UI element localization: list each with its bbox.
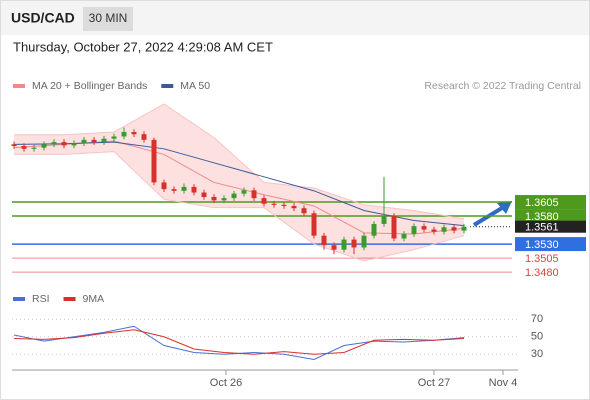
candle-body bbox=[191, 186, 197, 193]
symbol: USD/CAD bbox=[11, 10, 75, 26]
candle-body bbox=[51, 142, 57, 145]
indicator-line bbox=[13, 329, 465, 355]
x-tick-label: Oct 27 bbox=[418, 377, 450, 389]
candle-body bbox=[281, 204, 287, 206]
level-label: 1.3580 bbox=[525, 211, 559, 223]
candle-body bbox=[361, 235, 367, 248]
legend-swatch bbox=[13, 84, 25, 88]
candle-body bbox=[441, 227, 447, 232]
legend-label: MA 50 bbox=[180, 80, 210, 92]
candle-body bbox=[201, 192, 207, 198]
candle-body bbox=[121, 131, 127, 137]
candle-body bbox=[311, 213, 317, 236]
candle-body bbox=[161, 182, 167, 190]
candle-body bbox=[81, 139, 87, 144]
x-tick-label: Oct 26 bbox=[210, 377, 242, 389]
timeframe[interactable]: 30 MIN bbox=[89, 11, 128, 25]
candle-body bbox=[431, 229, 437, 232]
y-tick-label: 70 bbox=[531, 313, 543, 325]
candle-body bbox=[451, 227, 457, 231]
timestamp: Thursday, October 27, 2022 4:29:08 AM CE… bbox=[13, 39, 273, 54]
candle-body bbox=[141, 134, 147, 140]
legend-label: MA 20 + Bollinger Bands bbox=[32, 80, 147, 92]
candle-body bbox=[251, 190, 257, 199]
candle-body bbox=[11, 144, 17, 147]
candle-body bbox=[61, 142, 67, 146]
last-price-label: 1.3561 bbox=[525, 222, 559, 234]
legend-swatch bbox=[13, 297, 25, 301]
candle-body bbox=[271, 203, 277, 205]
candle-body bbox=[101, 138, 107, 143]
candle-body bbox=[421, 226, 427, 230]
candle-body bbox=[341, 239, 347, 250]
candle-body bbox=[381, 216, 387, 224]
candle-body bbox=[411, 226, 417, 234]
candle-body bbox=[171, 189, 177, 191]
candle-body bbox=[331, 245, 337, 250]
legend-label: RSI bbox=[32, 293, 50, 305]
candle-body bbox=[41, 144, 47, 148]
source: Research © 2022 Trading Central bbox=[424, 80, 581, 92]
bollinger-lower bbox=[14, 151, 465, 262]
candle-body bbox=[391, 216, 397, 239]
level-box bbox=[515, 195, 586, 210]
legend-label: 9MA bbox=[83, 293, 105, 305]
candle-body bbox=[131, 131, 137, 135]
candle-body bbox=[401, 233, 407, 239]
legend-swatch bbox=[161, 84, 174, 88]
candle-body bbox=[261, 198, 267, 204]
candle-body bbox=[21, 146, 27, 149]
candle-body bbox=[211, 197, 217, 201]
level-label: 1.3605 bbox=[525, 197, 559, 209]
candle-body bbox=[31, 147, 37, 149]
x-tick-label: Nov 4 bbox=[489, 377, 518, 389]
level-label: 1.3480 bbox=[525, 267, 559, 279]
candle-body bbox=[291, 205, 297, 209]
ma-line bbox=[13, 141, 465, 227]
candle-body bbox=[71, 143, 77, 146]
y-tick-label: 50 bbox=[531, 331, 543, 343]
candle-body bbox=[181, 186, 187, 191]
level-label: 1.3530 bbox=[525, 239, 559, 251]
candle-body bbox=[91, 139, 97, 143]
arrow-head bbox=[497, 201, 512, 214]
candle-body bbox=[301, 208, 307, 214]
candle-body bbox=[151, 139, 157, 183]
legend-swatch bbox=[63, 297, 76, 301]
level-box bbox=[515, 209, 586, 224]
y-tick-label: 30 bbox=[531, 348, 543, 360]
bollinger-upper bbox=[14, 103, 465, 220]
candle-body bbox=[461, 226, 467, 231]
candle-body bbox=[111, 136, 117, 139]
candle-body bbox=[231, 193, 237, 199]
level-box bbox=[515, 237, 586, 252]
candle-body bbox=[371, 223, 377, 236]
bollinger-fill bbox=[14, 103, 464, 261]
candle-body bbox=[321, 235, 327, 246]
candle-body bbox=[221, 198, 227, 201]
candle-body bbox=[351, 239, 357, 248]
candle-body bbox=[241, 190, 247, 194]
level-label: 1.3505 bbox=[525, 253, 559, 265]
last-price-box bbox=[515, 220, 586, 233]
timeframe-box[interactable] bbox=[83, 7, 133, 31]
